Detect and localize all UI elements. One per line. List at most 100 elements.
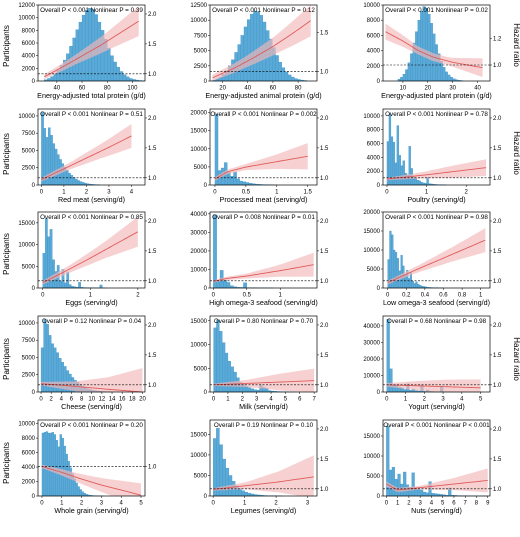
- y-tick-label: 2000: [367, 169, 381, 175]
- histogram-bar: [417, 284, 420, 289]
- hr-tick-label: 2.0: [493, 116, 502, 122]
- x-tick-label: 2: [407, 501, 411, 507]
- histogram-bar: [79, 489, 82, 497]
- histogram-bar: [420, 182, 423, 186]
- x-axis-label: Milk (serving/d): [239, 402, 288, 411]
- histogram-bar: [41, 432, 45, 497]
- histogram-bar: [79, 181, 83, 186]
- hr-tick-label: 1.0: [493, 176, 502, 182]
- x-tick-label: 1: [279, 293, 283, 299]
- participants-label-row5: Participants: [2, 442, 11, 484]
- panel-frame: [209, 315, 318, 393]
- x-tick-label: 3: [100, 501, 104, 507]
- hr-confidence-band: [386, 379, 481, 392]
- histogram-bar: [214, 114, 219, 186]
- y-tick-label: 10000: [18, 243, 35, 249]
- histogram-bar: [403, 389, 407, 393]
- x-tick-label: 20: [139, 397, 146, 403]
- participants-label-row1: Participants: [2, 25, 11, 67]
- x-tick-label: 0: [385, 397, 389, 403]
- histogram-bar: [107, 47, 111, 82]
- histogram-bar: [110, 55, 114, 82]
- x-tick-label: 2: [80, 501, 84, 507]
- histogram-bar: [427, 13, 431, 82]
- x-tick-label: 7: [312, 397, 316, 403]
- y-tick-label: 5000: [194, 473, 208, 479]
- y-tick-label: 12000: [18, 3, 35, 9]
- histogram-bar: [275, 55, 279, 82]
- hr-tick-label: 1.5: [320, 353, 329, 359]
- histogram-bar: [403, 471, 407, 497]
- x-tick-label: 0: [213, 190, 217, 196]
- histogram-bar: [47, 432, 51, 497]
- x-tick-label: 1: [226, 397, 230, 403]
- histogram-bar: [415, 31, 418, 82]
- histogram-bar: [243, 282, 247, 289]
- x-tick-label: 1: [243, 501, 247, 507]
- histogram-bar: [411, 281, 414, 289]
- hr-tick-label: 1.5: [148, 249, 157, 255]
- histogram-bar: [75, 482, 78, 497]
- histogram-bar: [442, 67, 446, 82]
- y-tick-label: 5000: [194, 49, 208, 55]
- y-tick-label: 15000: [190, 319, 207, 325]
- participants-label-row3: Participants: [2, 233, 11, 275]
- y-tick-label: 2000: [22, 66, 36, 72]
- hr-tick-label: 1.5: [148, 353, 157, 359]
- y-tick-label: 10000: [18, 16, 35, 22]
- histogram-bar: [72, 177, 76, 186]
- y-tick-label: 10000: [190, 267, 207, 273]
- x-axis-label: Poultry (serving/d): [407, 195, 465, 204]
- x-tick-label: 10: [88, 397, 95, 403]
- hr-confidence-band: [213, 455, 314, 496]
- histogram-bar: [400, 77, 404, 82]
- x-tick-label: 4: [460, 397, 464, 403]
- panel-frame: [382, 4, 491, 82]
- hr-tick-label: 2.0: [148, 116, 157, 122]
- histogram-bar: [411, 472, 415, 497]
- panel-energy-adjusted-total-protein: Overall P < 0.001 Nonlinear P = 0.39 40 60…: [18, 3, 157, 100]
- hazard-ratio-label-row1: Hazard ratio: [512, 23, 520, 67]
- x-tick-label: 8: [80, 397, 84, 403]
- panel-frame: [37, 108, 146, 186]
- histogram-bar: [398, 155, 401, 186]
- histogram-bar: [294, 78, 298, 82]
- histogram-bar: [416, 180, 419, 186]
- y-tick-label: 2500: [194, 64, 208, 70]
- y-tick-label: 0: [377, 79, 381, 85]
- p-value-annotation: Overall P < 0.001 Nonlinear P = 0.20: [40, 422, 143, 429]
- x-tick-label: 0.4: [421, 293, 430, 299]
- hr-curve: [387, 239, 486, 284]
- p-value-annotation: Overall P < 0.001 Nonlinear P = 0.39: [40, 7, 143, 14]
- panel-frame: [382, 419, 491, 497]
- x-tick-label: 6: [452, 501, 456, 507]
- x-tick-label: 16: [119, 397, 126, 403]
- histogram-bar: [230, 366, 234, 393]
- histogram-bar: [66, 271, 70, 289]
- histogram-bar: [389, 469, 393, 497]
- x-tick-label: 3: [107, 190, 111, 196]
- x-tick-label: 1.5: [304, 190, 313, 196]
- hr-tick-label: 1.5: [148, 146, 157, 152]
- hr-confidence-band: [387, 228, 486, 285]
- hr-confidence-band: [213, 252, 314, 283]
- panel-frame: [209, 108, 318, 186]
- histogram-bar: [415, 281, 418, 289]
- histogram-bar: [245, 182, 250, 186]
- y-tick-label: 4000: [367, 155, 381, 161]
- x-tick-label: 3: [441, 397, 445, 403]
- y-tick-label: 0: [32, 183, 36, 189]
- y-tick-label: 20000: [190, 249, 207, 255]
- panel-legumes: Overall P = 0.19 Nonlinear P = 0.10 0 1 2 3 0…: [190, 419, 329, 515]
- y-tick-label: 6000: [22, 41, 36, 47]
- y-tick-label: 10000: [363, 3, 380, 9]
- x-tick-label: 14: [109, 397, 116, 403]
- y-tick-label: 20000: [363, 210, 380, 216]
- panel-red-meat: Overall P < 0.001 Nonlinear P = 0.51 0 1 2 3…: [18, 108, 157, 204]
- x-tick-label: 10: [400, 86, 407, 92]
- y-tick-label: 5000: [194, 165, 208, 171]
- histogram-bar: [394, 162, 398, 186]
- y-tick-label: 15000: [363, 434, 380, 440]
- histogram-bar: [419, 285, 422, 289]
- histogram-bar: [236, 178, 240, 186]
